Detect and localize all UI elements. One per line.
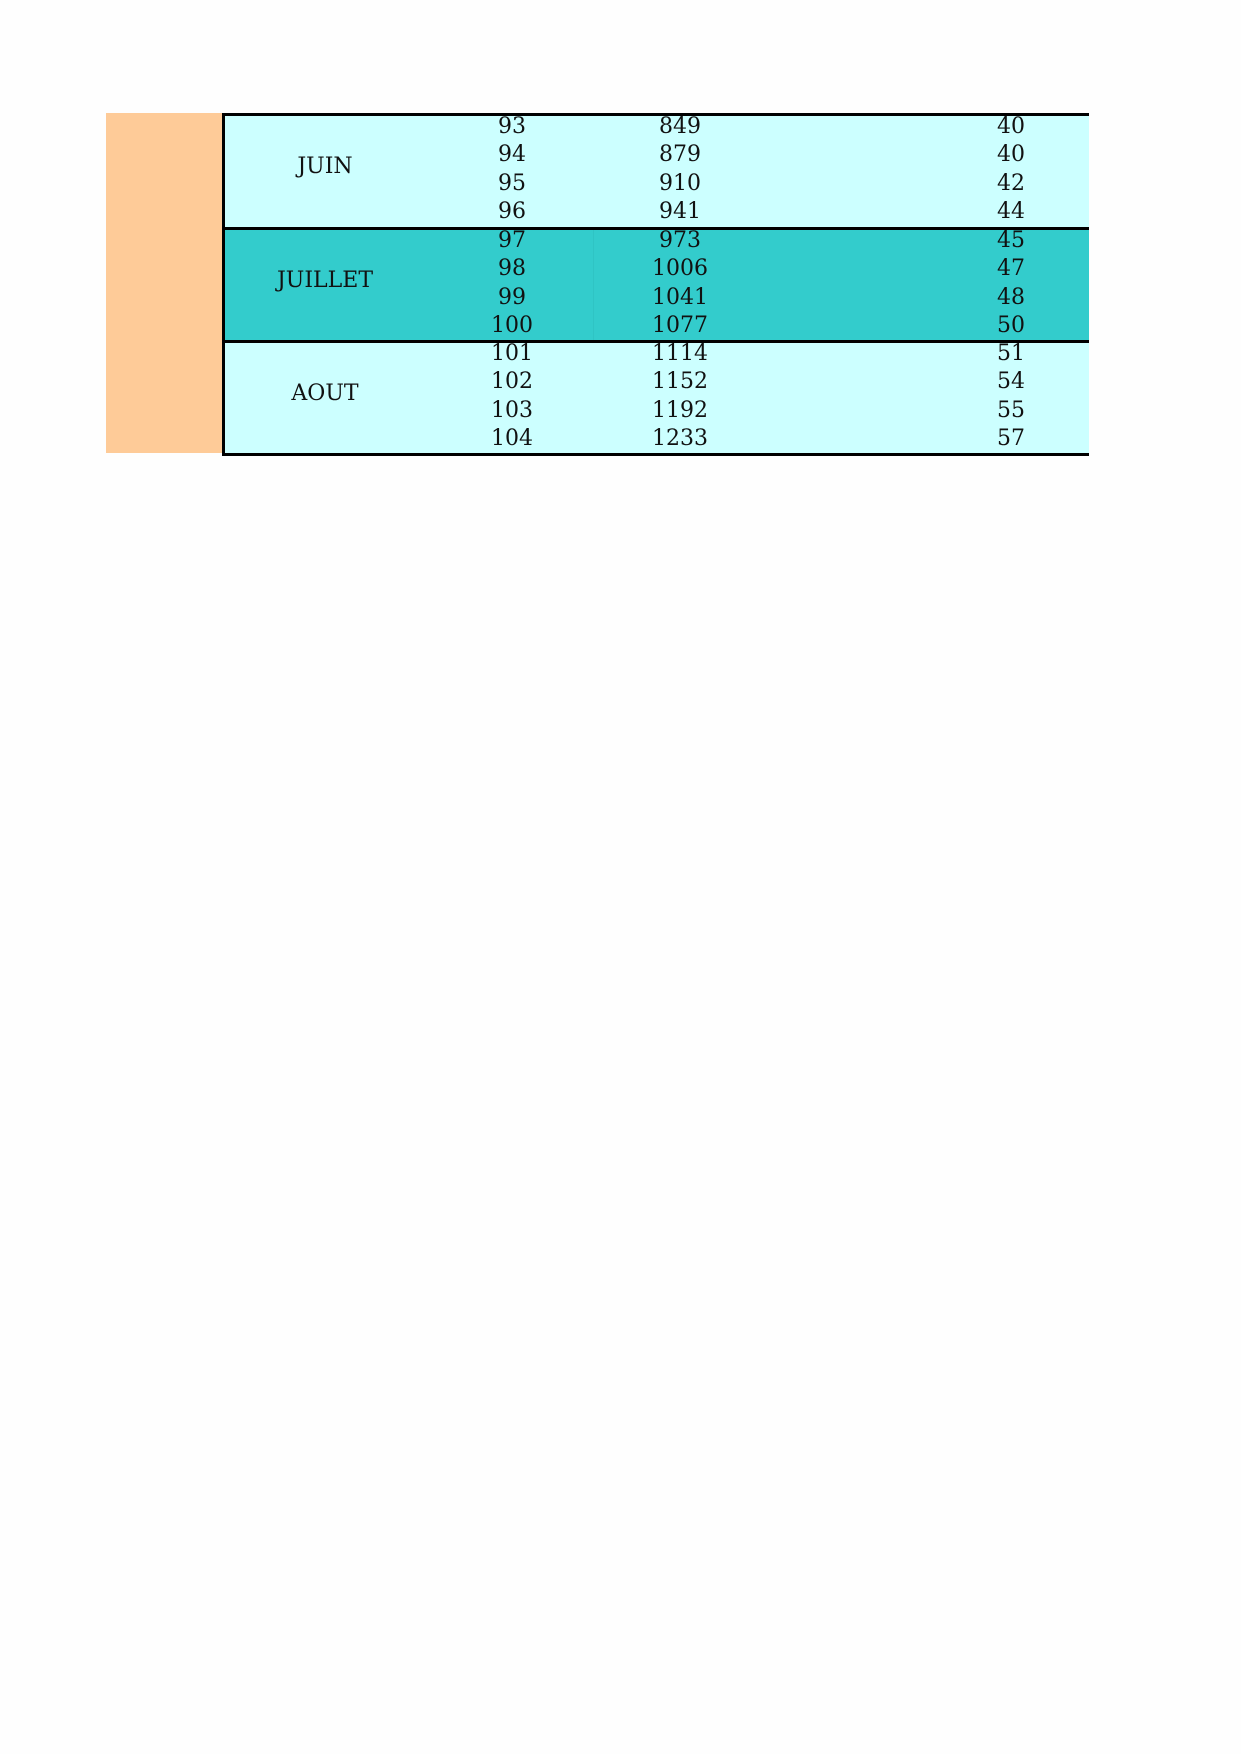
table-cell: 40 [997,114,1025,139]
table-cell: 1152 [652,369,708,395]
table-cell: 102 [491,369,533,395]
table-cell: 849 [659,114,701,139]
table-cell: 51 [997,341,1025,366]
table-cell: 57 [997,425,1025,451]
divider [593,230,594,340]
month-group: JUILLET 97 973 45 98 1006 47 99 1041 48 100 1077 50 [222,227,1089,340]
table-cell: 1192 [652,397,708,423]
side-band [106,113,222,453]
table-cell: 99 [498,284,526,310]
table-cell: 50 [997,312,1025,338]
table-cell: 973 [659,228,701,253]
table-cell: 44 [997,198,1025,224]
table-cell: 101 [491,341,533,366]
table-cell: 1077 [652,312,708,338]
month-label: AOUT [291,381,359,406]
table-cell: 95 [498,170,526,196]
table-cell: 48 [997,284,1025,310]
table-cell: 1114 [652,341,708,366]
table-cell: 879 [659,142,701,168]
table-cell: 1233 [652,425,708,451]
table-cell: 54 [997,369,1025,395]
table-cell: 96 [498,198,526,224]
table-cell: 1006 [652,256,708,282]
month-group: JUIN 93 849 40 94 879 40 95 910 42 96 941 44 [222,113,1089,227]
table-cell: 910 [659,170,701,196]
table-cell: 103 [491,397,533,423]
table-cell: 97 [498,228,526,253]
table-cell: 47 [997,256,1025,282]
month-label: JUIN [297,154,353,179]
table-cell: 42 [997,170,1025,196]
table-cell: 100 [491,312,533,338]
table-cell: 93 [498,114,526,139]
table-cell: 94 [498,142,526,168]
month-label: JUILLET [276,268,373,293]
table-cell: 45 [997,228,1025,253]
table-cell: 1041 [652,284,708,310]
table-cell: 55 [997,397,1025,423]
table-cell: 98 [498,256,526,282]
month-group: AOUT 101 1114 51 102 1152 54 103 1192 55 104 1233 57 [222,340,1089,456]
table-cell: 40 [997,142,1025,168]
table-cell: 104 [491,425,533,451]
table-cell: 941 [659,198,701,224]
